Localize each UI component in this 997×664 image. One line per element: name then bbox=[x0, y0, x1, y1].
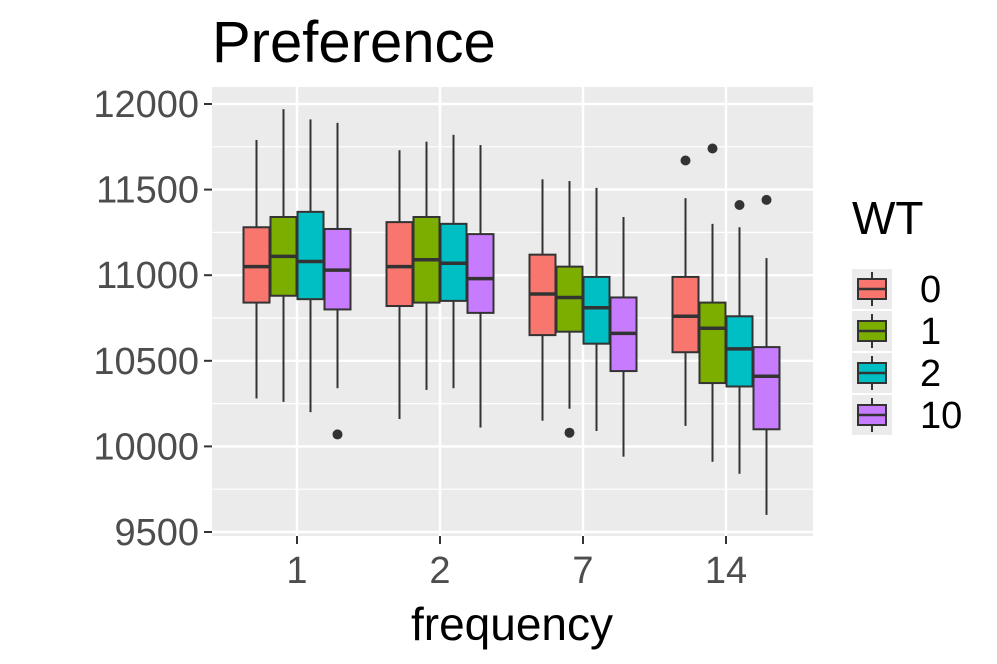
box-body bbox=[752, 346, 781, 431]
x-tick-label: 2 bbox=[429, 550, 450, 592]
box-body bbox=[296, 210, 325, 301]
y-tick-label: 12000 bbox=[93, 84, 199, 126]
box-body bbox=[385, 221, 414, 308]
box-0-at-14 bbox=[671, 155, 700, 426]
y-tick-label: 10000 bbox=[93, 426, 199, 468]
chart-title: Preference bbox=[212, 10, 496, 75]
legend-title: WT bbox=[852, 192, 924, 244]
y-axis: 9500 10000 10500 11000 11500 12000 bbox=[93, 84, 212, 554]
box-0-at-7 bbox=[528, 179, 557, 421]
y-tick-label: 10500 bbox=[93, 341, 199, 383]
box-body bbox=[466, 233, 495, 314]
x-axis-title: frequency bbox=[411, 598, 613, 650]
outlier-point bbox=[332, 429, 343, 440]
legend-entry-1: 1 bbox=[852, 311, 941, 353]
box-10-at-7 bbox=[609, 216, 638, 457]
outlier-point bbox=[680, 155, 691, 166]
legend-label: 2 bbox=[920, 353, 941, 395]
box-0-at-1 bbox=[242, 139, 271, 399]
box-1-at-1 bbox=[269, 109, 298, 402]
box-body bbox=[698, 301, 727, 385]
y-tick-label: 11000 bbox=[96, 255, 199, 297]
y-tick-label: 9500 bbox=[114, 512, 199, 554]
box-10-at-14 bbox=[752, 194, 781, 515]
outlier-point bbox=[734, 200, 745, 211]
box-2-at-2 bbox=[439, 134, 468, 389]
x-axis: 1 2 7 14 bbox=[286, 536, 747, 592]
y-tick-label: 11500 bbox=[96, 170, 199, 212]
box-1-at-2 bbox=[412, 141, 441, 390]
legend-entry-2: 2 bbox=[852, 353, 941, 395]
box-1-at-7 bbox=[555, 181, 584, 438]
box-2-at-14 bbox=[725, 200, 754, 474]
outlier-point bbox=[707, 143, 718, 154]
box-0-at-2 bbox=[385, 150, 414, 420]
legend-entry-10: 10 bbox=[852, 395, 962, 437]
box-body bbox=[582, 275, 611, 345]
legend-label: 0 bbox=[920, 269, 941, 311]
box-body bbox=[725, 315, 754, 388]
box-series bbox=[242, 109, 781, 515]
box-10-at-1 bbox=[323, 122, 352, 440]
legend-label: 1 bbox=[920, 311, 941, 353]
x-tick-label: 7 bbox=[572, 550, 593, 592]
box-1-at-14 bbox=[698, 143, 727, 462]
outlier-point bbox=[761, 194, 772, 205]
x-tick-label: 14 bbox=[705, 550, 747, 592]
legend-entry-0: 0 bbox=[852, 269, 941, 311]
outlier-point bbox=[564, 427, 575, 438]
box-2-at-1 bbox=[296, 119, 325, 413]
legend-label: 10 bbox=[920, 395, 962, 437]
box-2-at-7 bbox=[582, 187, 611, 431]
box-10-at-2 bbox=[466, 145, 495, 428]
x-tick-label: 1 bbox=[286, 550, 307, 592]
